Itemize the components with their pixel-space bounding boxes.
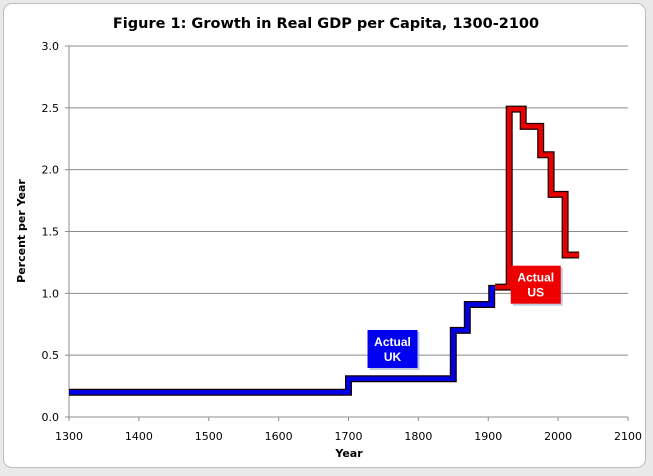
y-axis-label: Percent per Year: [15, 179, 28, 283]
annotation-label-line2: US: [527, 286, 544, 300]
x-tick-label: 1300: [55, 430, 83, 443]
y-tick-label: 0.0: [42, 411, 60, 424]
y-tick-label: 2.5: [42, 102, 60, 115]
y-tick-labels: 0.0 0.5 1.0 1.5 2.0 2.5 3.0: [42, 40, 60, 424]
x-tick-labels: 1300 1400 1500 1600 1700 1800 1900 2000 2100: [55, 430, 642, 443]
y-tick-label: 1.0: [42, 287, 60, 300]
axes: [65, 45, 629, 421]
y-tick-label: 3.0: [42, 40, 60, 53]
x-tick-label: 1800: [404, 430, 432, 443]
annotation-box: [367, 329, 418, 368]
x-tick-label: 1600: [265, 430, 293, 443]
x-tick-label: 1400: [125, 430, 153, 443]
x-axis-label: Year: [334, 447, 363, 460]
chart-title: Figure 1: Growth in Real GDP per Capita,…: [113, 16, 539, 32]
y-tick-label: 0.5: [42, 349, 60, 362]
annotation-label-line1: Actual: [517, 271, 554, 285]
gridlines: [69, 45, 628, 356]
series-line-1: [495, 106, 580, 290]
y-tick-label: 2.0: [42, 164, 60, 177]
series-line-0: [69, 286, 496, 395]
annotation-label-line1: Actual: [374, 335, 411, 349]
x-tick-label: 1500: [195, 430, 223, 443]
series-lines: [69, 105, 580, 396]
annotation-label-line2: UK: [384, 350, 402, 364]
y-tick-label: 1.5: [42, 226, 60, 239]
annotation-box: [510, 265, 561, 304]
x-tick-label: 1700: [335, 430, 363, 443]
x-tick-label: 2100: [614, 430, 642, 443]
x-tick-label: 2000: [544, 430, 572, 443]
x-tick-label: 1900: [474, 430, 502, 443]
